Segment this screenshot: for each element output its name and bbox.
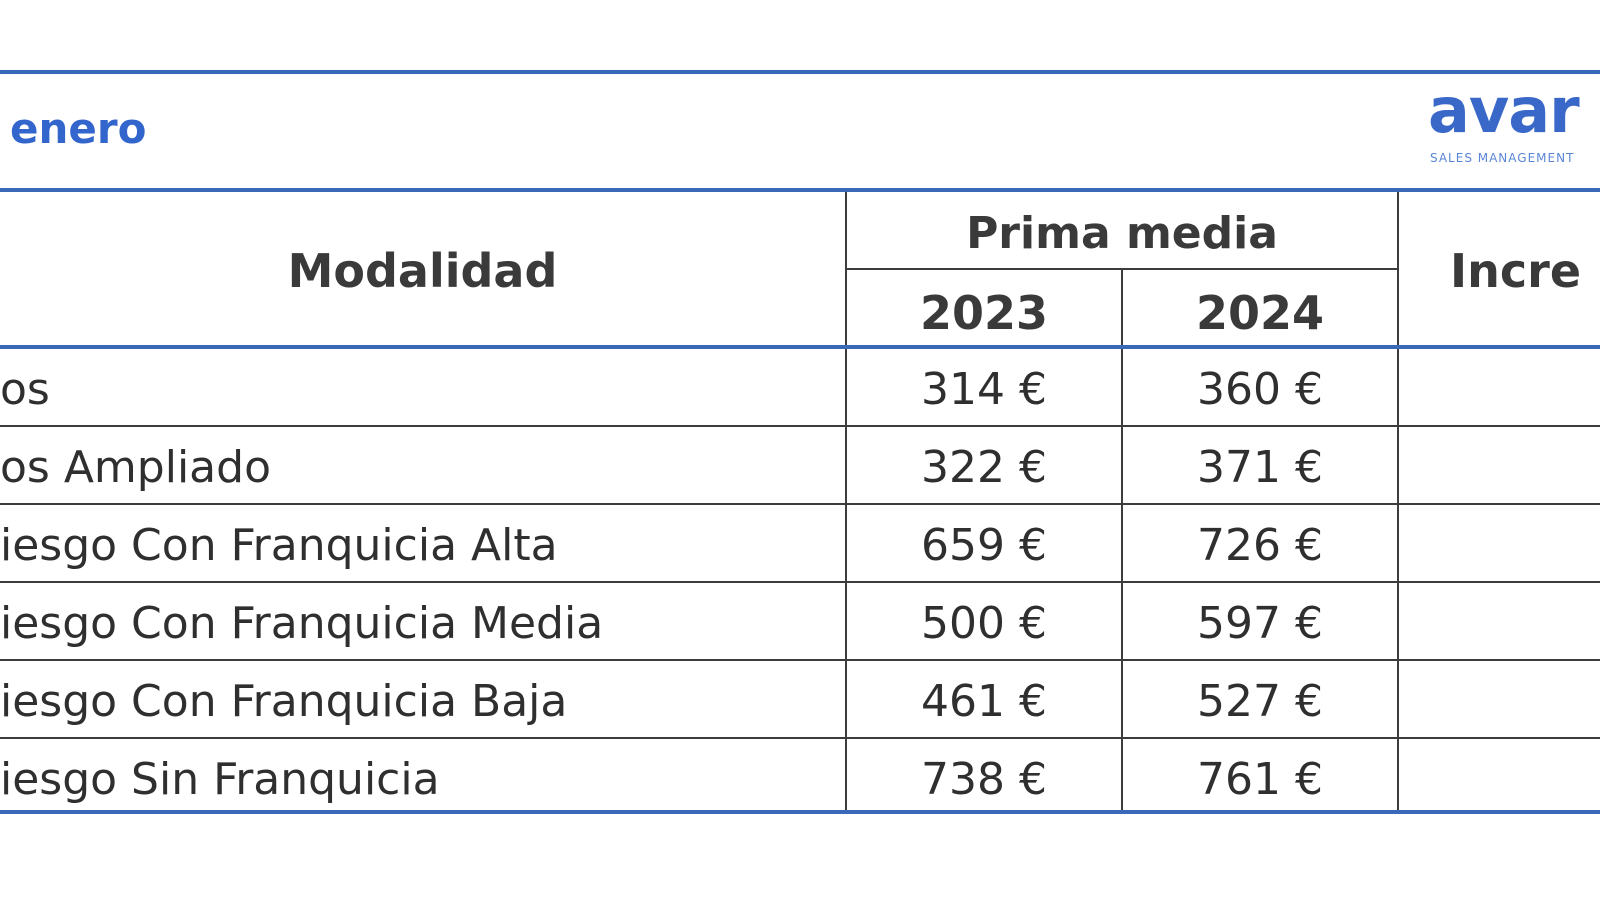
row-modalidad: os bbox=[0, 364, 50, 415]
row-value-2023: 322 € bbox=[921, 442, 1047, 493]
header-border bbox=[0, 345, 1600, 349]
prima-media-divider bbox=[845, 268, 1399, 270]
logo-wordmark: avar bbox=[1428, 86, 1580, 147]
row-value-2024: 597 € bbox=[1197, 598, 1323, 649]
col-divider-years bbox=[1121, 270, 1123, 812]
col-divider-incremento bbox=[1397, 192, 1399, 812]
row-value-2023: 500 € bbox=[921, 598, 1047, 649]
col-divider-modalidad bbox=[845, 192, 847, 812]
header-incremento: Incre bbox=[1450, 244, 1582, 298]
row-value-2023: 659 € bbox=[921, 520, 1047, 571]
title-divider bbox=[0, 188, 1600, 192]
header-year-2024: 2024 bbox=[1195, 286, 1325, 340]
row-value-2024: 527 € bbox=[1197, 676, 1323, 727]
top-border bbox=[0, 70, 1600, 74]
brand-logo: avar SALES MANAGEMENT bbox=[1428, 86, 1600, 172]
row-modalidad: iesgo Con Franquicia Alta bbox=[0, 520, 558, 571]
row-value-2024: 761 € bbox=[1197, 754, 1323, 805]
row-value-2024: 360 € bbox=[1197, 364, 1323, 415]
row-divider bbox=[0, 659, 1600, 661]
row-value-2024: 726 € bbox=[1197, 520, 1323, 571]
header-modalidad: Modalidad bbox=[287, 244, 558, 298]
page-title: enero bbox=[10, 104, 147, 153]
row-divider bbox=[0, 581, 1600, 583]
bottom-border bbox=[0, 810, 1600, 814]
row-modalidad: iesgo Sin Franquicia bbox=[0, 754, 440, 805]
row-divider bbox=[0, 737, 1600, 739]
header-year-2023: 2023 bbox=[919, 286, 1049, 340]
row-value-2023: 738 € bbox=[921, 754, 1047, 805]
logo-tagline: SALES MANAGEMENT bbox=[1430, 151, 1575, 165]
row-value-2024: 371 € bbox=[1197, 442, 1323, 493]
row-value-2023: 314 € bbox=[921, 364, 1047, 415]
header-prima-media: Prima media bbox=[966, 208, 1278, 259]
row-divider bbox=[0, 425, 1600, 427]
row-value-2023: 461 € bbox=[921, 676, 1047, 727]
row-modalidad: os Ampliado bbox=[0, 442, 271, 493]
row-modalidad: iesgo Con Franquicia Baja bbox=[0, 676, 568, 727]
row-divider bbox=[0, 503, 1600, 505]
row-modalidad: iesgo Con Franquicia Media bbox=[0, 598, 604, 649]
